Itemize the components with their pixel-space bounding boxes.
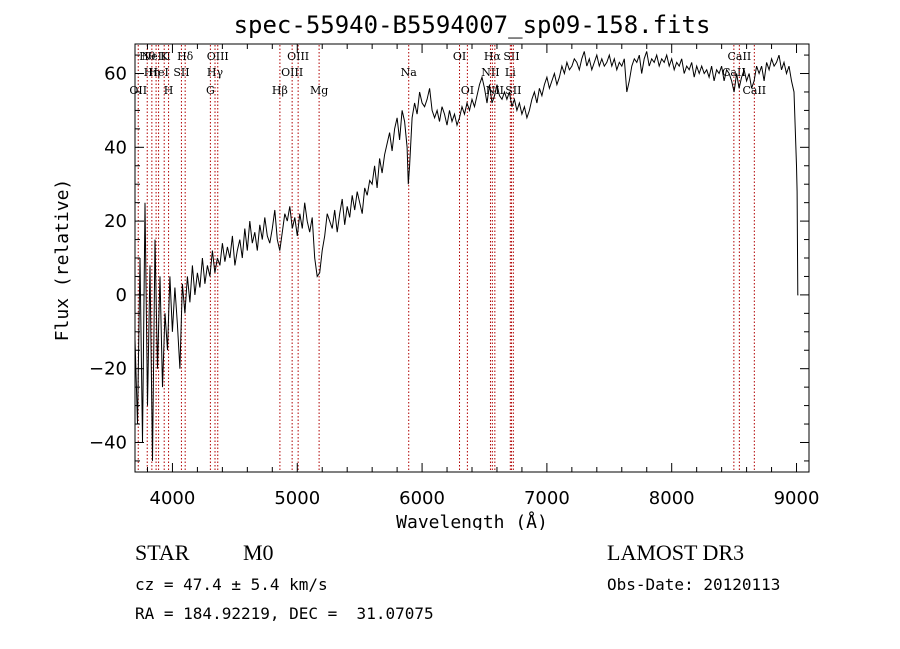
spectrum-chart: OIIHθHηNeIIIHeIKHSIIHδGHγOIIIHβOIIIOIIIM… bbox=[52, 11, 819, 530]
line-label-27: CaII bbox=[742, 84, 766, 97]
line-label-5: K bbox=[160, 50, 169, 63]
line-label-22: Li bbox=[505, 66, 516, 79]
line-label-18: OI bbox=[461, 84, 474, 97]
y-tick-label-5: 60 bbox=[104, 64, 127, 85]
x-axis-label: Wavelength (Å) bbox=[396, 511, 548, 530]
line-label-4: HeI bbox=[148, 66, 168, 79]
y-axis-label: Flux (relative) bbox=[52, 179, 73, 342]
line-label-16: Na bbox=[401, 66, 418, 79]
line-label-11: OIII bbox=[207, 50, 229, 63]
y-tick-label-2: 0 bbox=[116, 285, 127, 306]
line-label-8: Hδ bbox=[177, 50, 194, 63]
y-tick-label-1: −20 bbox=[89, 359, 127, 380]
redshift-value: cz = 47.4 ± 5.4 km/s bbox=[135, 575, 328, 594]
object-class: STAR bbox=[135, 540, 190, 565]
line-label-17: OI bbox=[453, 50, 466, 63]
line-label-19: NII bbox=[481, 66, 499, 79]
line-label-13: OIII bbox=[281, 66, 303, 79]
chart-title: spec-55940-B5594007_sp09-158.fits bbox=[234, 11, 711, 39]
spectrum-line bbox=[134, 51, 799, 461]
line-label-15: Mg bbox=[310, 84, 328, 97]
y-tick-label-0: −40 bbox=[89, 432, 127, 453]
x-tick-label-5: 9000 bbox=[774, 488, 820, 509]
object-subclass: M0 bbox=[243, 540, 274, 565]
y-tick-label-4: 40 bbox=[104, 137, 127, 158]
spectral-line-markers: OIIHθHηNeIIIHeIKHSIIHδGHγOIIIHβOIIIOIIIM… bbox=[129, 45, 766, 471]
line-label-24: SII bbox=[505, 84, 521, 97]
x-tick-label-2: 6000 bbox=[399, 488, 445, 509]
x-tick-label-4: 8000 bbox=[649, 488, 695, 509]
y-tick-label-3: 20 bbox=[104, 211, 127, 232]
line-label-9: G bbox=[206, 84, 215, 97]
observation-date: Obs-Date: 20120113 bbox=[607, 575, 781, 594]
x-tick-label-1: 5000 bbox=[274, 488, 320, 509]
x-tick-label-3: 7000 bbox=[524, 488, 570, 509]
line-label-3: NeIII bbox=[142, 50, 171, 63]
line-label-7: SII bbox=[173, 66, 189, 79]
line-label-6: H bbox=[164, 84, 174, 97]
x-tick-label-0: 4000 bbox=[150, 488, 196, 509]
line-label-20: Hα bbox=[484, 50, 502, 63]
line-label-26: CaII bbox=[728, 50, 752, 63]
line-label-12: Hβ bbox=[272, 84, 288, 97]
axis-ticks: 4000 5000 6000 7000 8000 9000 −40 −20 0 20 40 60 bbox=[89, 44, 819, 509]
survey-name: LAMOST DR3 bbox=[607, 540, 745, 565]
line-label-10: Hγ bbox=[207, 66, 224, 79]
line-label-14: OIII bbox=[287, 50, 309, 63]
coordinates: RA = 184.92219, DEC = 31.07075 bbox=[135, 604, 434, 623]
line-label-23: SII bbox=[503, 50, 519, 63]
line-label-0: OII bbox=[129, 84, 147, 97]
line-label-25: CaII bbox=[722, 66, 746, 79]
line-label-2: Hη bbox=[144, 66, 160, 79]
